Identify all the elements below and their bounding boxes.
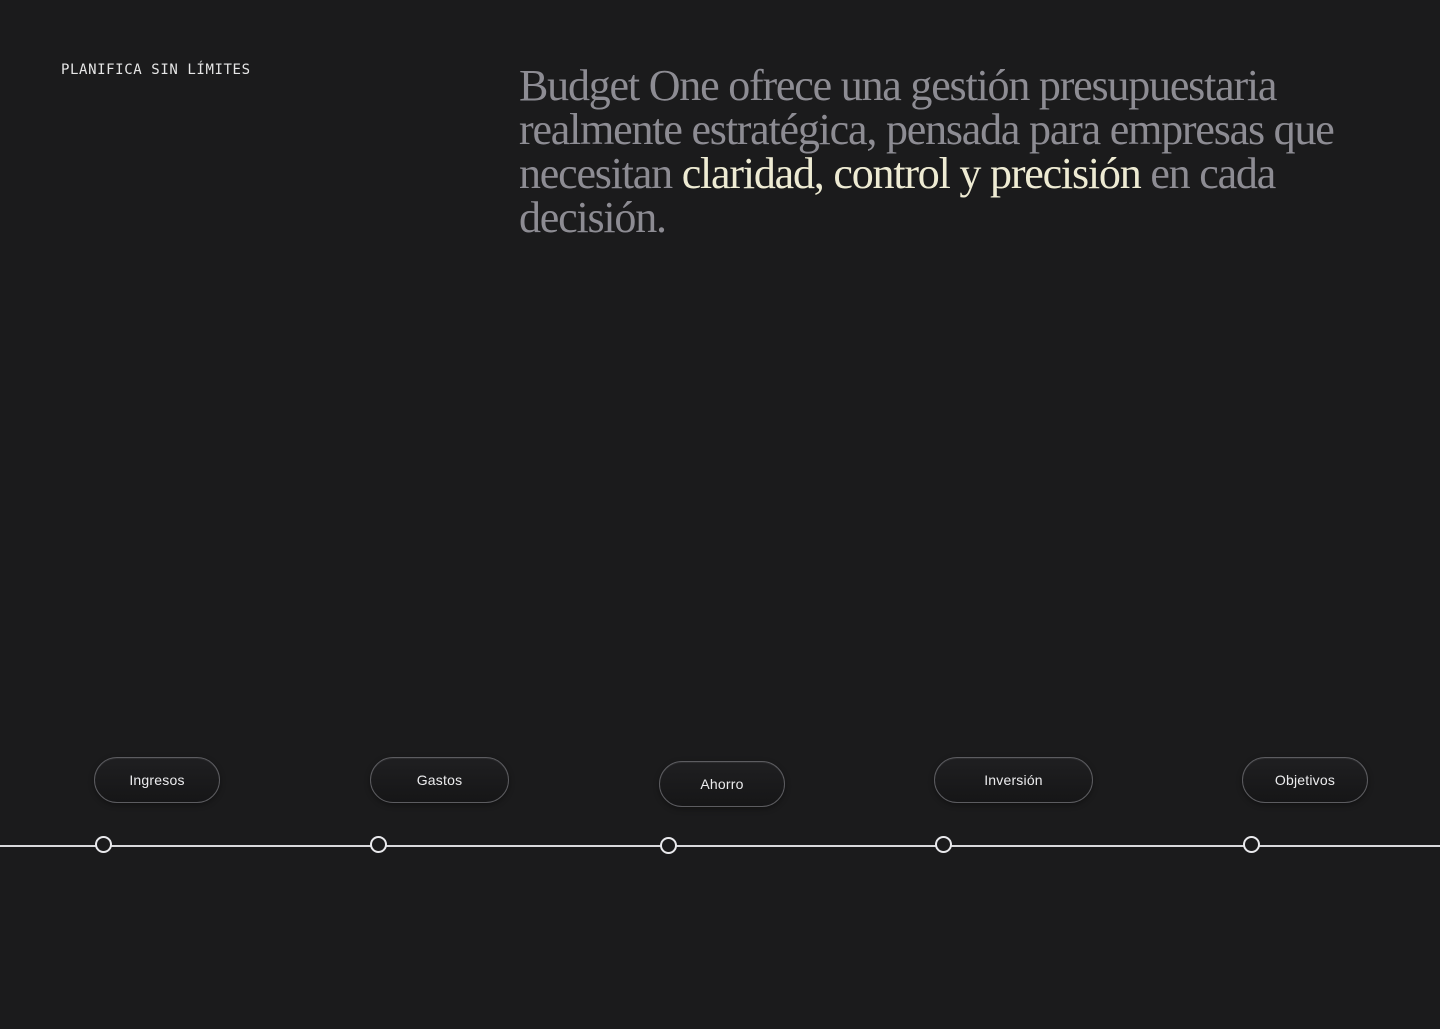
headline-text-end: en cada decisión. <box>519 149 1276 242</box>
timeline-pill-gastos[interactable]: Gastos <box>370 757 509 803</box>
timeline-node-gastos[interactable] <box>370 836 387 853</box>
timeline-node-ahorro[interactable] <box>660 837 677 854</box>
timeline-node-inversion[interactable] <box>935 836 952 853</box>
timeline-line <box>0 845 1440 847</box>
timeline-node-objetivos[interactable] <box>1243 836 1260 853</box>
headline: Budget One ofrece una gestión presupuest… <box>519 64 1399 240</box>
timeline-node-ingresos[interactable] <box>95 836 112 853</box>
timeline-pill-objetivos[interactable]: Objetivos <box>1242 757 1368 803</box>
headline-text: Budget One ofrece una gestión presupuest… <box>519 61 1335 198</box>
headline-highlight: claridad, control y precisión <box>681 149 1142 198</box>
section-eyebrow: PLANIFICA SIN LÍMITES <box>61 62 251 78</box>
timeline-pill-ahorro[interactable]: Ahorro <box>659 761 785 807</box>
timeline-pill-inversion[interactable]: Inversión <box>934 757 1093 803</box>
timeline-pill-ingresos[interactable]: Ingresos <box>94 757 220 803</box>
